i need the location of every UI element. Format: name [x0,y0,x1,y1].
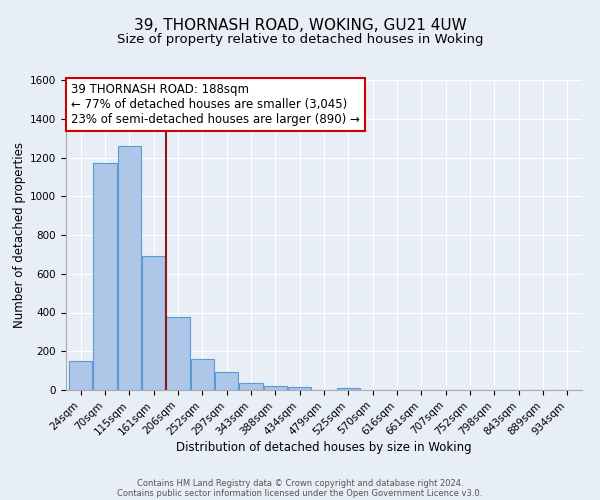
Bar [337,388,360,390]
Text: Contains public sector information licensed under the Open Government Licence v3: Contains public sector information licen… [118,488,482,498]
Bar [166,318,190,390]
X-axis label: Distribution of detached houses by size in Woking: Distribution of detached houses by size … [176,440,472,454]
Bar [142,256,165,390]
Y-axis label: Number of detached properties: Number of detached properties [13,142,26,328]
Bar [94,164,116,390]
Text: 39, THORNASH ROAD, WOKING, GU21 4UW: 39, THORNASH ROAD, WOKING, GU21 4UW [134,18,466,32]
Bar [191,358,214,390]
Bar [264,386,287,390]
Bar [118,146,141,390]
Bar [288,387,311,390]
Bar [239,383,263,390]
Text: Contains HM Land Registry data © Crown copyright and database right 2024.: Contains HM Land Registry data © Crown c… [137,478,463,488]
Bar [215,372,238,390]
Bar [69,362,92,390]
Text: 39 THORNASH ROAD: 188sqm
← 77% of detached houses are smaller (3,045)
23% of sem: 39 THORNASH ROAD: 188sqm ← 77% of detach… [71,83,360,126]
Text: Size of property relative to detached houses in Woking: Size of property relative to detached ho… [117,32,483,46]
